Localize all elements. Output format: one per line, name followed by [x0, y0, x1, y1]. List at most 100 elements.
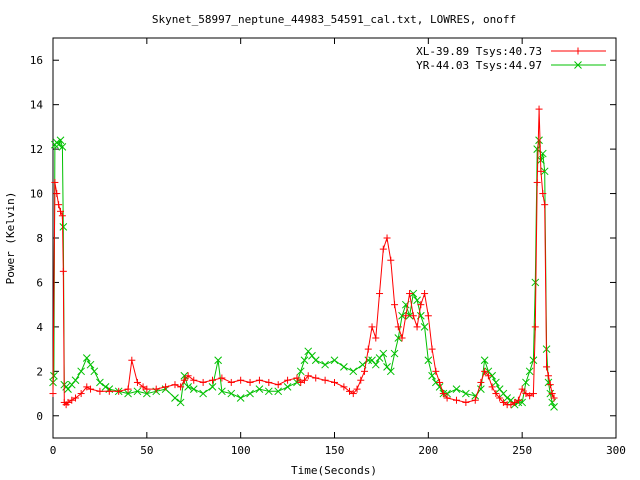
data-point [376, 290, 384, 298]
data-point [284, 376, 292, 384]
data-point [105, 387, 113, 395]
data-point [535, 105, 543, 113]
data-point [283, 383, 292, 391]
data-point [162, 383, 170, 391]
data-point [398, 311, 406, 320]
x-tick-label: 100 [231, 444, 251, 457]
data-point [511, 398, 519, 406]
data-point [428, 345, 436, 353]
data-point [531, 323, 539, 331]
data-point [428, 371, 436, 380]
data-point [462, 389, 470, 398]
data-point [387, 256, 395, 264]
data-point [321, 376, 329, 384]
data-point [68, 396, 76, 404]
data-point [436, 378, 444, 386]
data-point [368, 323, 376, 331]
data-point [340, 363, 348, 371]
y-tick-label: 0 [36, 410, 43, 423]
data-point [379, 245, 387, 253]
data-point [246, 389, 254, 398]
data-point [199, 389, 207, 398]
x-tick-label: 200 [418, 444, 438, 457]
data-point [54, 140, 63, 149]
data-point [265, 378, 273, 386]
legend-marker [574, 47, 582, 55]
data-point [420, 323, 429, 331]
data-point [53, 190, 61, 198]
data-point [227, 378, 235, 386]
data-point [540, 167, 549, 176]
data-point [417, 301, 425, 309]
data-point [539, 190, 547, 198]
data-point [58, 143, 67, 151]
legend-label: XL-39.89 Tsys:40.73 [416, 45, 542, 58]
data-point [55, 201, 63, 209]
data-point [533, 145, 542, 153]
data-point [143, 385, 151, 393]
data-point [87, 385, 95, 393]
data-point [409, 312, 417, 320]
data-point [86, 360, 95, 369]
data-point [115, 387, 123, 395]
series-2 [49, 136, 558, 411]
data-point [371, 360, 380, 369]
data-point [101, 383, 110, 391]
data-point [394, 323, 402, 331]
data-point [184, 383, 192, 391]
data-point [300, 356, 309, 365]
data-point [353, 385, 361, 393]
data-point [409, 289, 418, 298]
data-point [346, 387, 354, 395]
data-point [462, 398, 470, 406]
data-point [443, 394, 451, 402]
data-point [59, 223, 68, 231]
data-point [184, 372, 192, 380]
data-point [522, 378, 530, 387]
data-point [349, 367, 358, 376]
data-point [264, 387, 273, 396]
data-point [331, 378, 338, 386]
legend-label: YR-44.03 Tsys:44.97 [416, 59, 542, 72]
data-point [82, 354, 91, 362]
data-point [379, 349, 388, 358]
data-point [424, 356, 433, 365]
x-tick-label: 150 [325, 444, 345, 457]
data-point [481, 367, 489, 375]
y-tick-label: 16 [30, 54, 43, 67]
data-point [90, 367, 99, 376]
data-point [50, 371, 58, 380]
data-point [386, 367, 395, 376]
data-point [541, 201, 549, 209]
data-point [383, 234, 391, 242]
data-point [406, 290, 414, 298]
data-point [499, 398, 507, 406]
data-point [77, 367, 86, 376]
y-tick-label: 12 [30, 143, 43, 156]
data-point [394, 334, 403, 342]
data-point [361, 367, 369, 375]
data-point [237, 376, 245, 384]
y-tick-label: 4 [36, 321, 43, 334]
data-point [452, 396, 460, 404]
data-point [488, 383, 496, 391]
data-point [171, 381, 179, 389]
y-tick-label: 2 [36, 365, 43, 378]
data-point [236, 394, 245, 402]
data-point [71, 376, 80, 385]
data-point [548, 390, 556, 398]
data-point [522, 390, 530, 398]
data-point [176, 398, 185, 407]
data-point [214, 356, 223, 365]
data-point [357, 376, 365, 384]
data-point [349, 390, 357, 398]
data-point [550, 403, 558, 411]
data-point [477, 378, 485, 386]
y-axis-label: Power (Kelvin) [4, 192, 17, 285]
series-layer [49, 105, 558, 411]
data-point [507, 401, 515, 409]
data-point [484, 372, 492, 380]
data-point [57, 207, 65, 215]
data-point [514, 396, 522, 404]
legend-marker [574, 61, 582, 69]
